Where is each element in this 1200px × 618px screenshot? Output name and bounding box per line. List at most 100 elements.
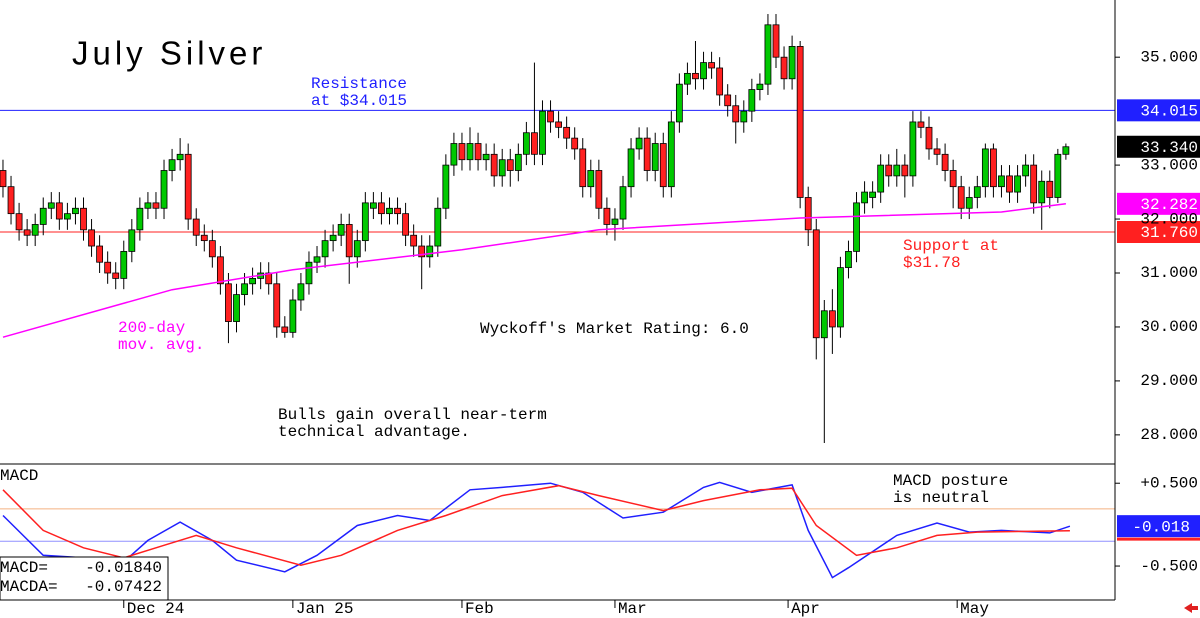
candle-body [627, 148, 635, 188]
price-tag [1117, 221, 1200, 243]
y-tick-label: 32.000 [1140, 210, 1198, 228]
candle-body [595, 170, 603, 209]
price-tag [1117, 99, 1200, 122]
candle-body [587, 170, 595, 188]
candle-body [748, 89, 756, 112]
candle-body [571, 137, 579, 150]
mark-layer [0, 14, 1200, 601]
candle-body [949, 170, 957, 188]
candle-body [973, 186, 981, 198]
candle-body [893, 164, 901, 177]
value-tag [1117, 515, 1200, 538]
candle-body [144, 202, 152, 209]
candle-body [152, 202, 160, 209]
candle-body [1046, 180, 1054, 198]
y-tick-label: 29.000 [1140, 372, 1198, 390]
annotation: Resistance [311, 75, 407, 93]
candle-body [684, 72, 691, 85]
candle-body [998, 175, 1005, 188]
candle-body [514, 153, 522, 171]
candle-body [901, 164, 909, 177]
candle-body [434, 207, 442, 247]
candle-body [136, 207, 144, 231]
candle-body [853, 202, 860, 252]
candle-body [845, 251, 852, 269]
candle-body [313, 256, 321, 263]
candle-body [31, 224, 39, 236]
y-tick-label: 30.000 [1140, 318, 1198, 336]
y-tick-label: 28.000 [1140, 426, 1198, 444]
candle-body [160, 170, 168, 209]
candle-body [402, 213, 409, 236]
candle-body [353, 240, 361, 258]
candle-body [289, 299, 297, 333]
readout-value: -0.01840 [85, 559, 162, 577]
candle-body [732, 105, 740, 123]
readout-name: MACDA= [0, 578, 58, 596]
candle-body [72, 207, 79, 215]
candle-body [909, 121, 917, 177]
candle-body [281, 326, 289, 333]
candle-body [88, 229, 95, 247]
x-tick-label: Apr [791, 600, 820, 618]
candle-body [233, 294, 240, 322]
candle-body [708, 62, 715, 69]
candle-body [47, 202, 55, 209]
candle-body [724, 94, 732, 107]
candle-body [482, 153, 490, 161]
candle-body [925, 126, 933, 150]
x-tick-label: Dec 24 [127, 600, 185, 618]
nav-arrow-icon[interactable] [1184, 603, 1198, 613]
x-tick-label: Jan 25 [296, 600, 354, 618]
candle-body [386, 207, 393, 215]
candle-body [450, 143, 458, 166]
y-tick-label: 35.000 [1140, 48, 1198, 66]
chart-title: July Silver [72, 35, 266, 72]
candle-body [23, 229, 31, 236]
candle-body [321, 240, 329, 258]
annotation: is neutral [893, 489, 989, 507]
candle-body [603, 207, 611, 225]
annotation: Support at [903, 237, 999, 255]
annotation: at $34.015 [311, 92, 407, 110]
candle-body [772, 24, 780, 58]
annotation: MACD posture [893, 472, 1008, 490]
candle-body [498, 159, 506, 177]
candle-body [329, 234, 337, 242]
candle-body [812, 229, 820, 339]
candle-body [869, 191, 877, 198]
candle-body [675, 83, 683, 123]
candle-body [1054, 153, 1062, 198]
candle-body [579, 148, 587, 188]
candle-body [63, 213, 71, 220]
candle-body [1014, 175, 1021, 193]
candle-body [96, 245, 104, 263]
x-tick-label: Feb [465, 600, 494, 618]
candle-body [740, 110, 748, 123]
candle-body [788, 46, 796, 80]
candle-body [531, 132, 538, 155]
candle-body [394, 207, 401, 215]
candle-body [522, 132, 530, 155]
candle-body [273, 283, 281, 328]
candle-body [828, 310, 836, 328]
candle-body [378, 202, 385, 215]
candle-body [933, 148, 941, 155]
candle-body [804, 197, 812, 231]
candle-body [1030, 164, 1038, 204]
candle-body [692, 72, 699, 80]
candle-body [104, 261, 112, 274]
candle-body [15, 213, 23, 231]
candle-body [643, 137, 651, 171]
price-tag-label: 31.760 [1140, 224, 1198, 242]
candle-body [837, 267, 844, 328]
series-line [2, 484, 1070, 566]
candle-body [780, 56, 788, 80]
text-layer: 35.000 33.000 32.000 31.000 30.000 29.000 28.0… [0, 48, 1198, 618]
candle-body [265, 272, 273, 285]
candle-body [539, 110, 546, 155]
candle-body [861, 191, 868, 204]
candle-body [168, 159, 176, 171]
x-tick-label: May [960, 600, 989, 618]
